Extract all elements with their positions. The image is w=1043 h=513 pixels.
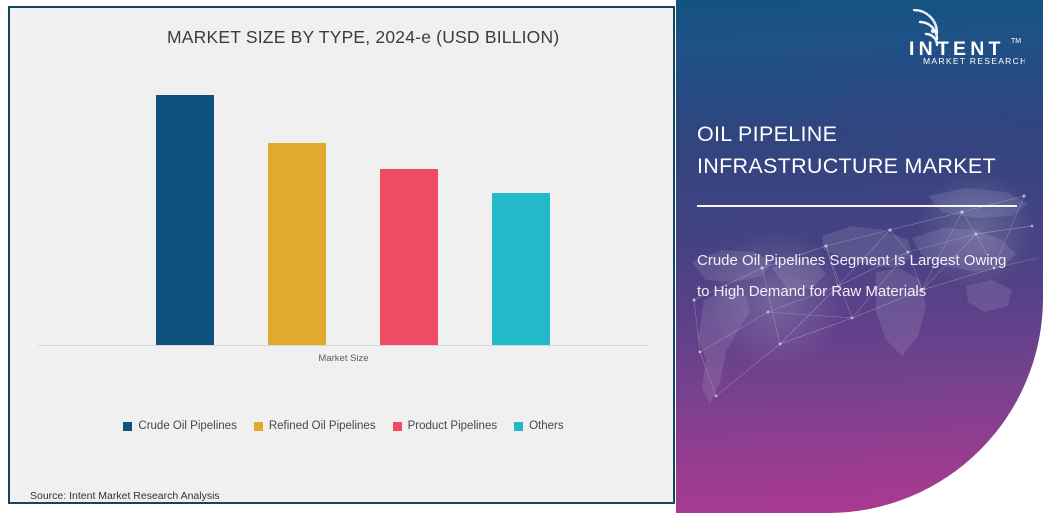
title-panel: OIL PIPELINE INFRASTRUCTURE MARKET Crude…	[676, 0, 1043, 513]
bar-others	[492, 193, 550, 345]
intent-market-research-logo: INTENT TM MARKET RESEARCH	[907, 9, 1025, 67]
legend-item-refined-oil-pipelines[interactable]: Refined Oil Pipelines	[253, 420, 376, 432]
chart-card: MARKET SIZE BY TYPE, 2024-e (USD BILLION…	[8, 6, 675, 504]
bar-group	[38, 79, 648, 345]
legend-item-crude-oil-pipelines[interactable]: Crude Oil Pipelines	[123, 420, 237, 432]
bar-crude-oil-pipelines	[156, 94, 214, 345]
legend-label: Others	[529, 420, 564, 432]
chart-title: MARKET SIZE BY TYPE, 2024-e (USD BILLION…	[167, 27, 560, 47]
signal-dot-icon	[930, 28, 936, 34]
panel-subtitle: Crude Oil Pipelines Segment Is Largest O…	[697, 252, 1007, 300]
logo-trademark: TM	[1011, 38, 1021, 45]
legend-swatch-icon	[514, 421, 524, 431]
signal-arcs-icon	[912, 9, 939, 47]
legend-label: Product Pipelines	[407, 420, 498, 432]
legend-label: Refined Oil Pipelines	[268, 420, 376, 432]
legend-label: Crude Oil Pipelines	[138, 420, 237, 432]
logo-wordmark: INTENT	[909, 38, 1005, 60]
legend-item-product-pipelines[interactable]: Product Pipelines	[392, 420, 498, 432]
bar-product-pipelines	[380, 169, 438, 345]
source-note: Source: Intent Market Research Analysis	[30, 490, 220, 502]
panel-title: OIL PIPELINE INFRASTRUCTURE MARKET	[697, 122, 996, 178]
panel-divider	[697, 205, 1017, 207]
x-axis-category-label: Market Size	[318, 353, 369, 364]
logo-tagline: MARKET RESEARCH	[923, 56, 1025, 66]
legend-swatch-icon	[392, 421, 402, 431]
legend-swatch-icon	[123, 421, 133, 431]
chart-plot-area	[38, 78, 648, 346]
chart-legend: Crude Oil Pipelines Refined Oil Pipelines…	[10, 420, 677, 432]
bar-refined-oil-pipelines	[268, 142, 326, 345]
legend-swatch-icon	[253, 421, 263, 431]
legend-item-others[interactable]: Others	[514, 420, 564, 432]
x-axis-line	[38, 345, 648, 346]
